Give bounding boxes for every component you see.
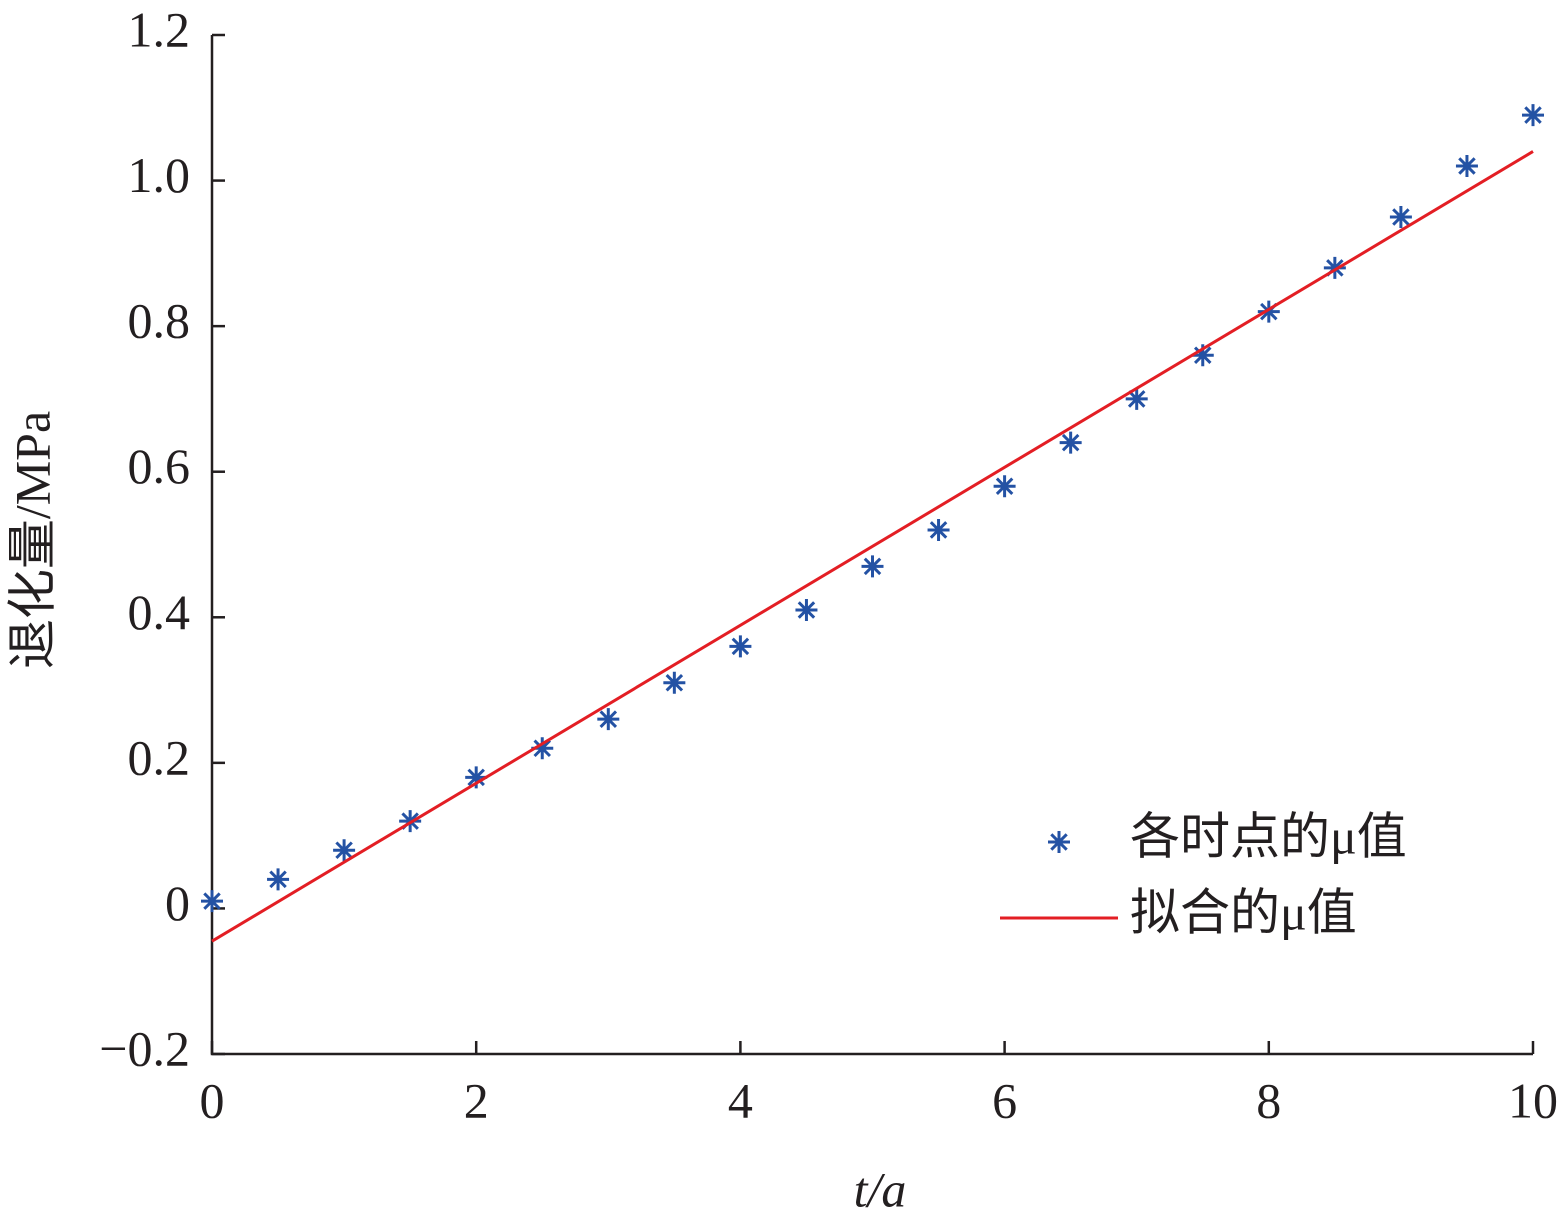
data-point [1323, 256, 1346, 279]
data-point [927, 518, 950, 541]
data-point [1257, 300, 1280, 323]
y-tick-label: 0.2 [128, 729, 191, 785]
data-point [1191, 344, 1214, 367]
data-point [1389, 205, 1412, 228]
data-point [465, 766, 488, 789]
data-point [1059, 431, 1082, 454]
data-point [597, 708, 620, 731]
y-tick-label: −0.2 [99, 1020, 190, 1076]
x-tick-label: 8 [1256, 1072, 1281, 1128]
x-tick-label: 2 [464, 1072, 489, 1128]
y-tick-label: 1.0 [128, 147, 191, 203]
data-point [267, 868, 290, 891]
data-point [729, 635, 752, 658]
data-point [795, 599, 818, 622]
x-axis-label: t/a [854, 1161, 907, 1217]
data-point [861, 555, 884, 578]
data-point [531, 737, 554, 760]
data-point [1522, 104, 1544, 127]
x-tick-label: 6 [992, 1072, 1017, 1128]
y-tick-label: 0 [165, 875, 190, 931]
data-point [201, 890, 223, 913]
x-tick-label: 10 [1508, 1072, 1558, 1128]
legend-label: 各时点的μ值 [1130, 808, 1407, 864]
data-point [993, 475, 1016, 498]
legend-label: 拟合的μ值 [1130, 884, 1357, 940]
y-axis-label: 退化量/MPa [4, 411, 60, 669]
y-tick-label: 0.4 [128, 584, 191, 640]
y-tick-label: 1.2 [128, 1, 191, 57]
y-tick-label: 0.8 [128, 293, 191, 349]
data-point [333, 839, 356, 862]
x-tick-label: 4 [728, 1072, 753, 1128]
fit-line [211, 150, 1534, 943]
data-point [663, 671, 686, 694]
data-point [1455, 155, 1478, 178]
y-tick-label: 0.6 [128, 438, 191, 494]
x-tick-label: 0 [200, 1072, 225, 1128]
legend-marker [1048, 831, 1070, 853]
data-point [1125, 387, 1148, 410]
